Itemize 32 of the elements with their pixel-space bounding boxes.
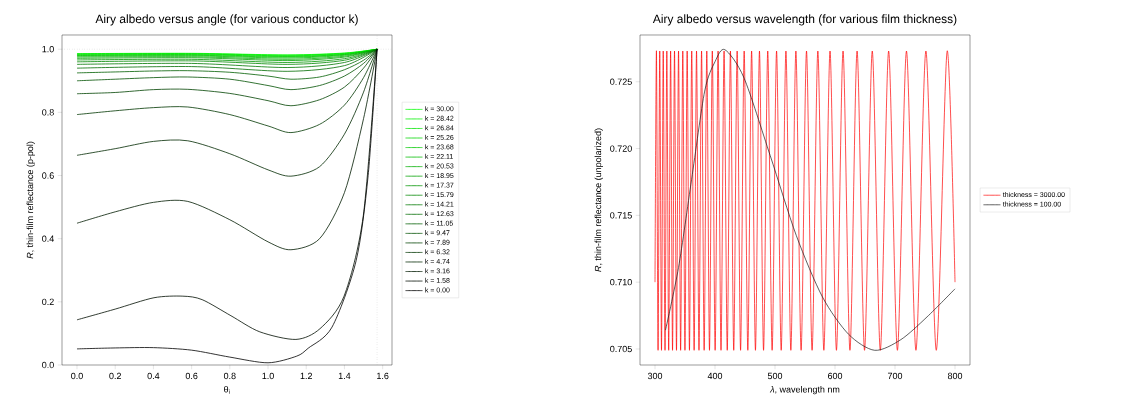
x-tick-label: 0.2 bbox=[109, 372, 121, 380]
x-tick-label: 500 bbox=[767, 372, 783, 380]
x-tick-label: 700 bbox=[887, 372, 903, 380]
y-tick-label: 0.715 bbox=[610, 212, 632, 219]
x-tick-label: 600 bbox=[827, 372, 843, 380]
y-tick-label: 0.4 bbox=[42, 235, 54, 242]
y-tick-label: 0.710 bbox=[610, 278, 632, 286]
y-axis-title: R, thin-film reflectance (p-pol) bbox=[26, 141, 35, 259]
y-axis-title: R, thin-film reflectance (unpolarized) bbox=[594, 128, 603, 272]
x-tick-label: 1.6 bbox=[377, 372, 389, 380]
y-tick-label: 0.720 bbox=[610, 145, 632, 152]
y-tick-label: 0.8 bbox=[42, 109, 54, 116]
x-tick-label: 0.6 bbox=[185, 372, 198, 380]
x-tick-label: 1.0 bbox=[262, 372, 274, 380]
y-tick-label: 1.0 bbox=[42, 46, 54, 53]
x-tick-label: 800 bbox=[947, 372, 963, 380]
x-tick-label: 0.0 bbox=[71, 372, 83, 380]
x-tick-label: 300 bbox=[647, 372, 663, 380]
y-tick-label: 0.6 bbox=[42, 172, 54, 179]
x-tick-label: 1.2 bbox=[300, 372, 313, 380]
x-tick-label: 1.4 bbox=[338, 372, 351, 379]
y-tick-label: 0.725 bbox=[610, 78, 632, 85]
x-axis-title: λ, wavelength nm bbox=[769, 385, 840, 395]
y-tick-label: 0.0 bbox=[42, 361, 54, 369]
x-axis-title: θ$_{i}$ bbox=[224, 385, 230, 394]
chart-title: Airy albedo versus angle (for various conductor k) bbox=[95, 14, 358, 26]
y-tick-label: 0.705 bbox=[610, 345, 632, 353]
y-tick-label: 0.2 bbox=[42, 298, 54, 306]
x-tick-label: 0.8 bbox=[223, 372, 236, 380]
x-tick-label: 0.4 bbox=[147, 372, 160, 380]
chart-title: Airy albedo versus wavelength (for various film thickness) bbox=[652, 14, 957, 26]
x-tick-label: 400 bbox=[707, 372, 723, 380]
